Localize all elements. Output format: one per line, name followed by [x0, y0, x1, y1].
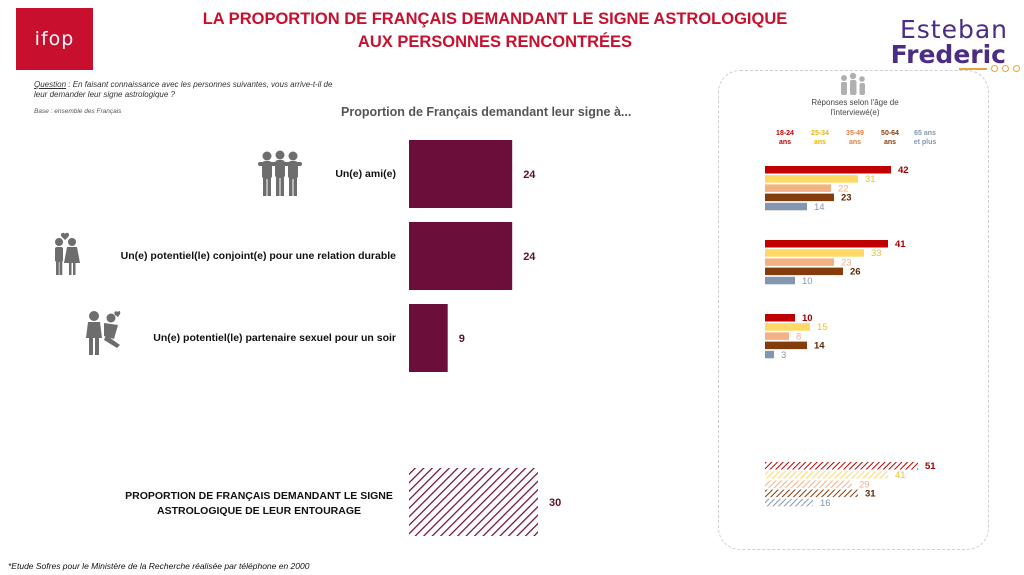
main-value-label-3: 30 [549, 497, 561, 509]
age-value-label-g2-s1: 15 [817, 322, 828, 333]
legend-age-35-49: 35-49 ans [846, 130, 864, 146]
main-bar-0 [409, 140, 513, 208]
age-breakdown-panel [718, 70, 989, 550]
age-value-label-g3-s0: 51 [925, 461, 936, 472]
age-bar-g1-s1 [765, 249, 864, 257]
age-bar-g2-s0 [765, 314, 795, 322]
age-value-label-g3-s3: 31 [865, 489, 876, 500]
legend-age-65-plus: 65 ans et plus [913, 130, 937, 146]
main-value-label-2: 9 [459, 333, 465, 345]
brand-line-2: Frederic [890, 40, 1006, 69]
age-value-label-g0-s3: 23 [841, 193, 852, 204]
age-bar-g0-s4 [765, 202, 807, 211]
main-chart-title: Proportion de Français demandant leur si… [341, 105, 632, 119]
title-line-1: LA PROPORTION DE FRANÇAIS DEMANDANT LE S… [202, 10, 788, 28]
age-value-label-g0-s1: 31 [865, 174, 876, 185]
footnote: *Etude Sofres pour le Ministère de la Re… [8, 561, 310, 571]
category-label-partner-durable: Un(e) potentiel(le) conjoint(e) pour une… [120, 250, 396, 262]
age-bar-g2-s1 [765, 323, 810, 331]
age-value-label-g2-s0: 10 [802, 313, 813, 324]
age-bar-g1-s2 [765, 258, 834, 266]
age-value-label-g1-s3: 26 [850, 267, 861, 278]
age-bar-g3-s3 [765, 489, 858, 498]
age-value-label-g0-s2: 22 [838, 183, 849, 194]
age-value-label-g3-s2: 29 [859, 479, 870, 490]
main-bar-1 [409, 222, 513, 290]
main-bar-3 [409, 468, 538, 536]
age-bar-g0-s1 [765, 175, 858, 183]
age-bar-g1-s4 [765, 276, 795, 285]
main-value-label-0: 24 [523, 169, 536, 181]
question-text: : En faisant connaissance avec les perso… [34, 80, 333, 99]
brand-decoration [959, 65, 1020, 72]
category-label-total: PROPORTION DE FRANÇAIS DEMANDANT LE SIGN… [125, 490, 393, 517]
question-label: Question [34, 80, 67, 89]
age-bar-g0-s0 [765, 166, 891, 174]
main-value-label-1: 24 [523, 251, 536, 263]
ifop-logo-text: ifop [34, 28, 75, 50]
title-line-2: AUX PERSONNES RENCONTRÉES [357, 33, 633, 51]
couple-kissing-icon [86, 310, 121, 355]
legend-age-18-24: 18-24 ans [776, 130, 794, 146]
group-of-friends-icon [258, 150, 302, 196]
age-bar-g3-s4 [765, 498, 813, 507]
esteban-frederic-logo: Esteban Frederic [880, 15, 1020, 75]
category-label-partner-night: Un(e) potentiel(le) partenaire sexuel po… [153, 332, 396, 344]
legend-age-50-64: 50-64 ans [881, 130, 899, 146]
age-value-label-g1-s2: 23 [841, 257, 852, 268]
age-bar-g2-s2 [765, 332, 789, 340]
main-bar-2 [409, 304, 448, 372]
page-title: LA PROPORTION DE FRANÇAIS DEMANDANT LE S… [170, 8, 820, 54]
ifop-logo: ifop [16, 8, 93, 70]
age-bar-g0-s3 [765, 193, 834, 202]
category-label-friend: Un(e) ami(e) [335, 168, 396, 180]
age-value-label-g0-s4: 14 [814, 202, 825, 213]
age-value-label-g1-s4: 10 [802, 276, 813, 287]
age-value-label-g1-s1: 33 [871, 248, 882, 259]
age-value-label-g2-s4: 3 [781, 350, 786, 361]
age-value-label-g2-s2: 8 [796, 331, 801, 342]
survey-question: Question : En faisant connaissance avec … [34, 80, 344, 100]
age-bar-g0-s2 [765, 184, 831, 192]
age-bar-g3-s2 [765, 480, 852, 488]
legend-age-25-34: 25-34 ans [811, 130, 829, 146]
age-bar-g3-s0 [765, 462, 918, 470]
age-bar-g1-s3 [765, 267, 843, 276]
age-value-label-g0-s0: 42 [898, 165, 909, 176]
age-value-label-g1-s0: 41 [895, 239, 906, 250]
age-value-label-g3-s1: 41 [895, 470, 906, 481]
brand-line-1: Esteban [899, 15, 1008, 44]
age-bar-g2-s4 [765, 350, 774, 359]
age-value-label-g2-s3: 14 [814, 341, 825, 352]
age-bar-g2-s3 [765, 341, 807, 350]
couple-heart-icon [55, 232, 80, 275]
people-age-icon [841, 72, 865, 95]
age-bar-g3-s1 [765, 471, 888, 479]
age-value-label-g3-s4: 16 [820, 498, 831, 509]
survey-base: Base : ensemble des Français [34, 108, 122, 115]
age-bar-g1-s0 [765, 240, 888, 248]
age-panel-title: Réponses selon l'âge de l'interviewé(e) [811, 98, 899, 117]
